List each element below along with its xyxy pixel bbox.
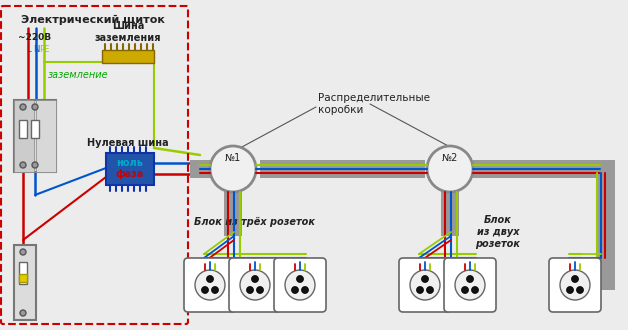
Bar [190, 160, 218, 178]
Bar [31, 120, 39, 138]
Circle shape [32, 104, 38, 110]
Circle shape [577, 286, 583, 293]
Text: Распределительные
коробки: Распределительные коробки [318, 93, 430, 115]
FancyBboxPatch shape [399, 258, 451, 312]
FancyBboxPatch shape [229, 258, 281, 312]
Bar [14, 100, 56, 172]
Text: Блок из трёх розеток: Блок из трёх розеток [195, 217, 315, 227]
Circle shape [467, 276, 474, 282]
Bar [19, 120, 27, 138]
Circle shape [427, 146, 473, 192]
Circle shape [291, 286, 298, 293]
Circle shape [566, 286, 573, 293]
Text: Нулевая шина: Нулевая шина [87, 138, 169, 148]
Circle shape [421, 276, 428, 282]
Text: ноль: ноль [116, 158, 143, 168]
Text: ~220В: ~220В [18, 32, 51, 42]
FancyBboxPatch shape [184, 258, 236, 312]
Text: Блок
из двух
розеток: Блок из двух розеток [475, 215, 521, 248]
Bar [14, 100, 34, 172]
Circle shape [20, 104, 26, 110]
FancyBboxPatch shape [549, 258, 601, 312]
Circle shape [455, 270, 485, 300]
Circle shape [426, 286, 433, 293]
Text: PE: PE [39, 46, 49, 54]
Bar [102, 50, 154, 63]
Text: заземление: заземление [48, 70, 108, 80]
Circle shape [301, 286, 308, 293]
Circle shape [560, 270, 590, 300]
Circle shape [212, 286, 219, 293]
Circle shape [296, 276, 303, 282]
Text: L: L [26, 46, 30, 54]
Bar [597, 160, 615, 290]
Bar [19, 274, 27, 282]
Circle shape [410, 270, 440, 300]
Circle shape [247, 286, 254, 293]
Text: №1: №1 [225, 153, 241, 163]
Bar [224, 178, 242, 236]
Bar [36, 100, 56, 172]
Circle shape [251, 276, 259, 282]
Bar [441, 178, 459, 236]
Circle shape [472, 286, 479, 293]
Circle shape [202, 286, 208, 293]
Text: фаза: фаза [116, 169, 144, 179]
FancyBboxPatch shape [444, 258, 496, 312]
Text: N: N [33, 46, 39, 54]
Circle shape [32, 162, 38, 168]
Circle shape [207, 276, 214, 282]
Circle shape [285, 270, 315, 300]
FancyBboxPatch shape [274, 258, 326, 312]
Circle shape [240, 270, 270, 300]
Circle shape [462, 286, 468, 293]
Bar [19, 262, 27, 284]
Text: Электрический щиток: Электрический щиток [21, 15, 165, 25]
Circle shape [20, 249, 26, 255]
Circle shape [195, 270, 225, 300]
Bar [260, 160, 425, 178]
Text: №2: №2 [442, 153, 458, 163]
Bar [473, 160, 615, 178]
Circle shape [571, 276, 578, 282]
Text: Шина
заземления: Шина заземления [95, 21, 161, 43]
Bar [106, 153, 154, 185]
Circle shape [416, 286, 423, 293]
Circle shape [20, 162, 26, 168]
Circle shape [20, 310, 26, 316]
Circle shape [210, 146, 256, 192]
Circle shape [256, 286, 264, 293]
Bar [14, 245, 36, 320]
